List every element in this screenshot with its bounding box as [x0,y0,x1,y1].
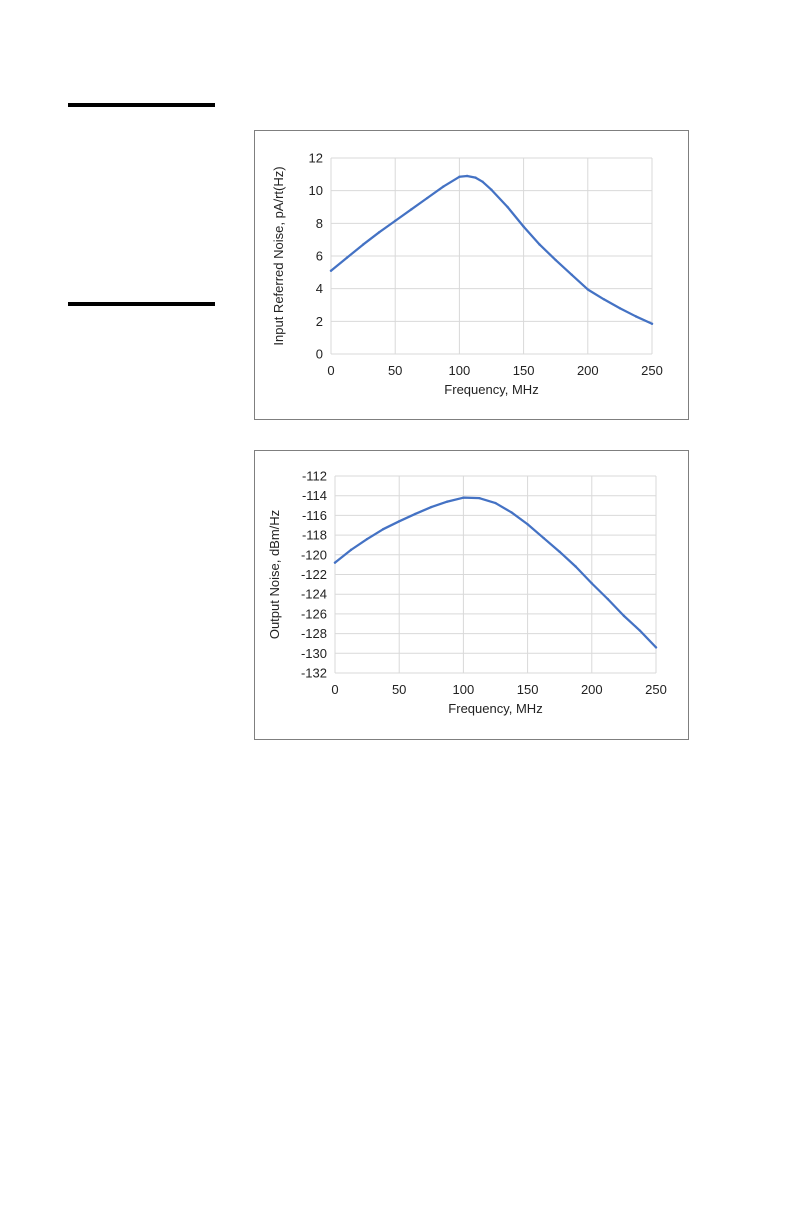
input-noise-chart: 0 2 4 6 8 10 12 0 50 100 150 200 250 Frequency, MHz In… [254,130,689,420]
chart1-data-point [465,174,469,178]
chart1-x-tick-label: 250 [641,363,663,378]
chart2-data-point [349,548,353,552]
chart2-data-point [510,511,513,514]
chart2-data-point [494,501,497,505]
chart1-data-point [329,269,333,272]
chart1-data-point [361,243,365,246]
chart2-series-line [333,496,658,649]
section-rule-top [68,103,215,107]
section-rule-middle [68,302,215,306]
chart1-data-point [410,208,413,211]
chart2-x-tick-label: 200 [581,682,603,697]
chart2-y-tick-label: -120 [301,547,327,562]
chart1-y-tick-label: 12 [309,151,323,166]
chart2-y-tick-label: -126 [301,606,327,621]
chart2-y-tick-label: -130 [301,646,327,661]
chart1-y-tick-label: 10 [309,183,323,198]
chart1-y-tick-label: 4 [316,281,323,296]
chart2-data-point [414,512,417,516]
chart1-data-point [634,315,638,318]
chart1-data-point [442,185,445,188]
chart2-data-point [446,500,449,503]
chart2-x-tick-label: 100 [453,682,475,697]
chart2-data-point [430,505,433,509]
chart1-data-point [538,243,541,246]
chart2-y-tick-label: -122 [301,567,327,582]
output-noise-chart: -112 -114 -116 -118 -120 -122 -124 -126 -128 -130… [254,450,689,740]
chart1-data-point [474,176,477,179]
chart1-data-point [394,219,397,223]
chart2-y-tick-label: -116 [302,508,327,523]
chart2-data-point [638,629,642,632]
chart2-data-point [365,537,369,541]
chart1-data-point [481,180,484,183]
chart2-x-axis-title: Frequency, MHz [448,701,542,716]
input-noise-chart-svg: 0 2 4 6 8 10 12 0 50 100 150 200 250 Frequency, MHz In… [271,151,663,398]
chart1-data-point [650,322,654,325]
chart1-data-point [522,225,525,228]
chart2-y-axis-title: Output Noise, dBm/Hz [267,510,282,639]
chart2-y-tick-label: -128 [301,626,327,641]
chart1-data-point [602,298,606,301]
chart2-x-tick-label: 250 [645,682,667,697]
chart1-series-line [329,174,654,325]
chart2-y-tick-label: -118 [302,528,327,543]
chart2-data-point [333,561,337,564]
chart2-data-point [478,496,481,500]
chart2-data-point [542,536,545,540]
chart1-x-tick-label: 50 [388,363,402,378]
chart2-y-tick-label: -112 [302,469,327,484]
chart2-data-point [574,565,577,568]
chart1-data-point [458,175,461,178]
output-noise-chart-svg: -112 -114 -116 -118 -120 -122 -124 -126 -128 -130… [267,469,667,717]
chart2-x-tick-label: 0 [331,682,338,697]
chart2-y-tick-label: -132 [301,666,327,681]
chart1-data-point [426,196,429,200]
chart2-y-tick-label: -114 [302,488,327,503]
chart2-data-point [398,520,401,523]
chart1-data-point [377,231,381,234]
chart1-y-tick-label: 0 [316,347,323,362]
chart1-y-tick-label: 8 [316,216,323,231]
chart1-y-axis-title: Input Referred Noise, pA/rt(Hz) [271,166,286,345]
chart1-x-axis-title: Frequency, MHz [444,382,538,397]
chart1-data-point [586,288,589,291]
chart2-data-point [462,496,465,499]
chart1-data-point [570,273,573,276]
chart1-data-point [506,205,509,209]
chart2-data-point [622,614,626,618]
chart2-data-point [606,597,610,601]
chart2-y-tick-label: -124 [301,587,327,602]
chart1-y-tick-label: 2 [316,314,323,329]
chart1-data-point [345,256,349,259]
chart1-y-tick-label: 6 [316,249,323,264]
chart1-x-tick-label: 150 [513,363,535,378]
chart1-x-tick-label: 100 [449,363,471,378]
chart1-x-tick-label: 200 [577,363,599,378]
chart2-data-point [526,523,529,526]
chart2-data-point [590,582,593,585]
chart1-x-tick-label: 0 [327,363,334,378]
chart1-data-point [554,258,557,262]
chart1-data-point [490,188,493,192]
chart2-x-tick-label: 50 [392,682,406,697]
chart2-data-point [558,550,561,554]
chart2-data-point [654,646,658,649]
chart1-data-point [618,307,622,310]
chart2-x-tick-label: 150 [517,682,539,697]
chart2-data-point [381,527,385,531]
